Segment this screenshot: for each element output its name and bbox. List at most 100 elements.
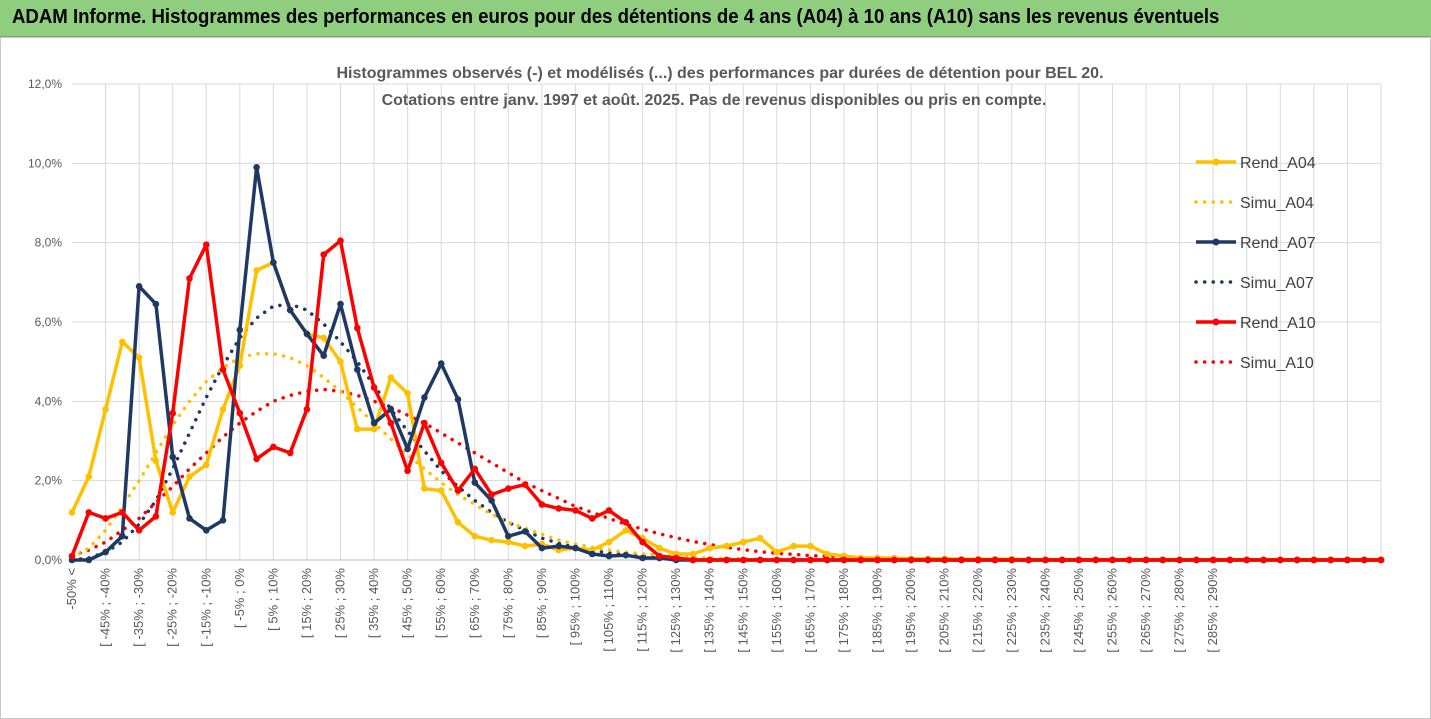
data-point — [622, 527, 630, 534]
data-point — [1360, 556, 1368, 564]
data-point — [303, 406, 311, 413]
data-point — [387, 406, 395, 413]
data-point — [1226, 556, 1234, 564]
data-point — [1025, 556, 1032, 564]
data-point — [622, 551, 630, 559]
data-point — [404, 390, 411, 397]
data-point — [1042, 556, 1049, 564]
data-point — [1260, 556, 1267, 564]
data-point — [454, 487, 462, 494]
data-point — [387, 374, 395, 381]
data-point — [891, 556, 898, 564]
data-point — [521, 481, 529, 488]
data-point — [421, 419, 428, 427]
data-point — [152, 513, 160, 520]
legend-marker-dot — [1212, 158, 1220, 166]
data-point — [1344, 556, 1351, 564]
legend-item-rend-a04: Rend_A04 — [1196, 155, 1316, 172]
data-point — [102, 548, 109, 556]
data-point — [404, 467, 411, 475]
data-point — [286, 306, 294, 314]
x-tick-label: [ 165% ; 170% — [802, 568, 817, 653]
data-point — [588, 550, 596, 558]
x-tick-label: [ -15% ; -10% — [198, 568, 213, 647]
data-point — [538, 544, 546, 552]
series-layer — [68, 164, 1385, 564]
data-point — [135, 527, 143, 534]
x-tick-label: [ 55% ; 60% — [433, 568, 448, 639]
x-tick-label: [ 275% ; 280% — [1172, 568, 1187, 653]
data-point — [253, 267, 260, 274]
legend-marker-dot — [1212, 238, 1220, 246]
series-line — [70, 387, 1383, 562]
data-point — [605, 507, 613, 514]
data-point — [354, 324, 361, 332]
series-line — [70, 351, 1383, 562]
data-point — [1193, 556, 1200, 564]
data-point — [354, 366, 361, 373]
x-tick-label: [ 245% ; 250% — [1071, 568, 1086, 653]
data-point — [370, 425, 378, 433]
data-point — [756, 556, 764, 564]
x-tick-label: [ 185% ; 190% — [870, 568, 885, 653]
data-point — [505, 538, 512, 546]
x-tick-label: [ 95% ; 100% — [567, 568, 582, 646]
data-point — [186, 473, 193, 481]
data-point — [622, 519, 630, 526]
data-point — [1008, 556, 1016, 564]
data-point — [807, 542, 814, 550]
data-point — [723, 542, 730, 550]
series-line — [70, 260, 1381, 562]
data-point — [421, 394, 428, 401]
data-point — [924, 556, 932, 564]
data-point — [186, 275, 193, 282]
data-point — [471, 532, 479, 540]
x-tick-label: [ 235% ; 240% — [1037, 568, 1052, 653]
data-point — [437, 459, 445, 467]
data-point — [488, 536, 495, 544]
y-tick-label: 12,0% — [28, 77, 62, 91]
legend-label: Simu_A10 — [1240, 355, 1314, 372]
y-tick-label: 0,0% — [35, 553, 63, 567]
data-point — [706, 556, 713, 564]
data-point — [320, 352, 328, 360]
data-point — [672, 554, 680, 562]
x-tick-label: [ -45% ; -40% — [98, 568, 113, 647]
data-point — [1142, 556, 1150, 564]
data-point — [807, 556, 814, 564]
data-point — [907, 556, 915, 564]
data-point — [85, 556, 93, 564]
data-point — [974, 556, 982, 564]
data-point — [169, 509, 176, 516]
data-point — [505, 485, 512, 492]
data-point — [286, 449, 294, 457]
data-point — [958, 556, 965, 564]
data-point — [119, 509, 126, 516]
series-simu-a07 — [70, 302, 1383, 562]
data-point — [521, 542, 529, 550]
x-tick-label: [ 265% ; 270% — [1138, 568, 1153, 653]
data-point — [421, 485, 428, 492]
data-point — [605, 538, 613, 546]
x-tick-label: [ 125% ; 130% — [668, 568, 683, 653]
series-simu-a10 — [70, 387, 1383, 562]
data-point — [203, 241, 210, 248]
data-point — [605, 552, 613, 560]
data-point — [1209, 556, 1217, 564]
data-point — [1176, 556, 1183, 564]
legend-label: Simu_A04 — [1240, 195, 1314, 212]
data-point — [756, 534, 764, 542]
data-point — [874, 556, 881, 564]
data-point — [203, 461, 210, 469]
legend-item-rend-a10: Rend_A10 — [1196, 315, 1316, 332]
x-tick-label: [ 155% ; 160% — [769, 568, 784, 653]
data-point — [823, 556, 831, 564]
data-point — [555, 542, 562, 550]
gridlines — [72, 83, 1382, 560]
data-point — [320, 334, 328, 342]
data-point — [689, 550, 697, 558]
data-point — [85, 473, 93, 481]
x-tick-label: [ 15% ; 20% — [299, 568, 314, 639]
legend-label: Rend_A10 — [1240, 315, 1316, 332]
x-tick-label: [ 75% ; 80% — [500, 568, 515, 639]
